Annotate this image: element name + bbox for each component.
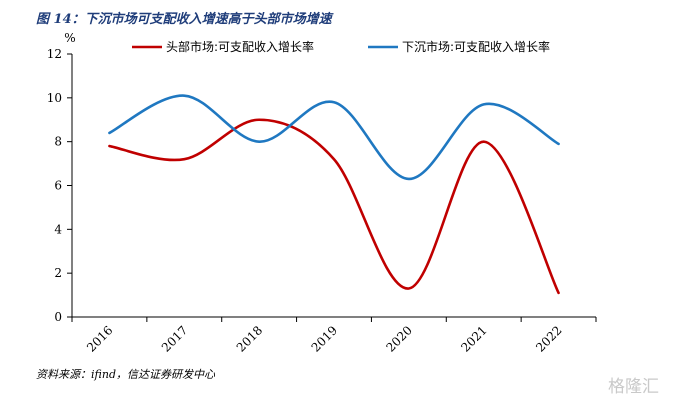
x-tick-label: 2020: [383, 323, 414, 354]
figure-source: 资料来源：ifind，信达证券研发中心: [36, 368, 215, 381]
y-tick-label: 2: [54, 266, 62, 280]
y-tick-label: 8: [54, 135, 62, 149]
y-tick-label: 0: [54, 310, 62, 324]
legend-label-1: 头部市场:可支配收入增长率: [166, 39, 314, 54]
legend: 头部市场:可支配收入增长率 下沉市场:可支配收入增长率: [132, 39, 550, 54]
y-tick-label: 6: [54, 179, 62, 193]
y-tick-label: 12: [47, 47, 62, 61]
x-tick-label: 2021: [458, 323, 489, 354]
x-tick-label: 2018: [234, 323, 265, 354]
watermark-logo: 格隆汇: [608, 377, 659, 397]
y-axis-unit: %: [64, 31, 75, 45]
plot-lines: [108, 94, 560, 295]
x-tick-label: 2017: [159, 323, 190, 354]
x-tick-label: 2022: [533, 323, 564, 354]
y-tick-label: 4: [54, 222, 62, 236]
series-line-1: [108, 118, 560, 295]
y-tick-label: 10: [47, 91, 62, 105]
y-axis: 0 2 4 6 8 10 12%: [47, 31, 76, 324]
series-line-2: [108, 94, 560, 181]
x-tick-label: 2016: [84, 323, 115, 354]
figure-title: 图 14：下沉市场可支配收入增速高于头部市场增速: [36, 12, 332, 27]
legend-label-2: 下沉市场:可支配收入增长率: [402, 39, 550, 54]
x-tick-label: 2019: [309, 323, 340, 354]
x-axis: 2016 2017 2018 2019 2020 2021 2022: [71, 316, 597, 355]
